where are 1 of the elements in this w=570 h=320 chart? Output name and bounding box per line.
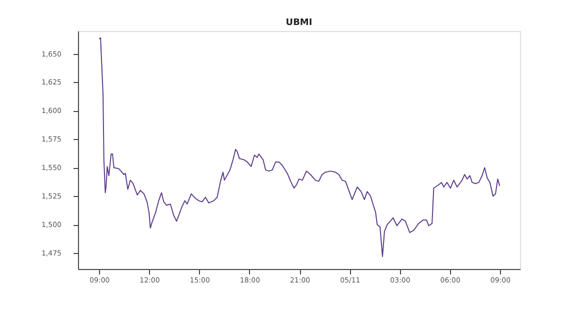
chart-title: UBMI — [286, 18, 312, 28]
